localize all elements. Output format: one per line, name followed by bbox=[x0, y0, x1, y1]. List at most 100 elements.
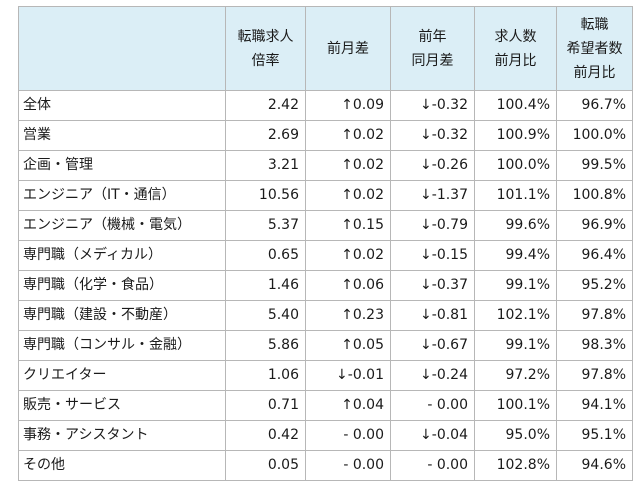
cell-seekers-mom: 100.0% bbox=[556, 120, 633, 151]
table-row: 専門職（建設・不動産） 5.40 ↑0.23 ↓-0.81 102.1% 97.8% bbox=[18, 300, 633, 331]
cell-seekers-mom: 97.8% bbox=[556, 300, 633, 331]
cell-seekers-mom: 97.8% bbox=[556, 360, 633, 391]
cell-ratio: 2.42 bbox=[225, 90, 306, 121]
cell-jobs-mom: 100.9% bbox=[474, 120, 557, 151]
cell-category: エンジニア（機械・電気） bbox=[18, 210, 226, 241]
header-mom-line-1: 前月差 bbox=[327, 40, 369, 57]
cell-ratio: 2.69 bbox=[225, 120, 306, 151]
cell-ratio: 10.56 bbox=[225, 180, 306, 211]
cell-category: 専門職（建設・不動産） bbox=[18, 300, 226, 331]
cell-yoy: ↓-1.37 bbox=[390, 180, 475, 211]
cell-mom: ↑0.02 bbox=[305, 240, 391, 271]
cell-yoy: ↓-0.79 bbox=[390, 210, 475, 241]
cell-category: 全体 bbox=[18, 90, 226, 121]
table-row: 営業 2.69 ↑0.02 ↓-0.32 100.9% 100.0% bbox=[18, 120, 633, 151]
cell-ratio: 0.71 bbox=[225, 390, 306, 421]
cell-ratio: 5.86 bbox=[225, 330, 306, 361]
table-row: エンジニア（IT・通信） 10.56 ↑0.02 ↓-1.37 101.1% 100.8% bbox=[18, 180, 633, 211]
cell-category: 企画・管理 bbox=[18, 150, 226, 181]
cell-mom: ↑0.02 bbox=[305, 180, 391, 211]
cell-ratio: 3.21 bbox=[225, 150, 306, 181]
table-row: その他 0.05- 0.00- 0.00 102.8% 94.6% bbox=[18, 450, 633, 481]
cell-mom: ↑0.05 bbox=[305, 330, 391, 361]
cell-yoy: ↓-0.26 bbox=[390, 150, 475, 181]
table-row: 事務・アシスタント 0.42- 0.00 ↓-0.04 95.0% 95.1% bbox=[18, 420, 633, 451]
cell-seekers-mom: 99.5% bbox=[556, 150, 633, 181]
cell-jobs-mom: 99.4% bbox=[474, 240, 557, 271]
cell-seekers-mom: 94.6% bbox=[556, 450, 633, 481]
header-ratio: 転職求人 倍率 bbox=[225, 6, 306, 91]
header-yoy-line-2: 同月差 bbox=[411, 52, 454, 69]
cell-seekers-mom: 100.8% bbox=[556, 180, 633, 211]
cell-yoy: ↓-0.67 bbox=[390, 330, 475, 361]
cell-mom: - 0.00 bbox=[305, 420, 391, 451]
header-mom: 前月差 bbox=[305, 6, 391, 91]
cell-yoy: ↓-0.32 bbox=[390, 90, 475, 121]
cell-yoy: - 0.00 bbox=[390, 390, 475, 421]
cell-category: クリエイター bbox=[18, 360, 226, 391]
header-jobs-line-2: 前月比 bbox=[494, 52, 537, 69]
cell-jobs-mom: 99.1% bbox=[474, 330, 557, 361]
cell-mom: ↑0.02 bbox=[305, 150, 391, 181]
cell-ratio: 1.46 bbox=[225, 270, 306, 301]
header-yoy-line-1: 前年 bbox=[418, 28, 447, 45]
cell-seekers-mom: 98.3% bbox=[556, 330, 633, 361]
cell-seekers-mom: 96.7% bbox=[556, 90, 633, 121]
cell-seekers-mom: 96.9% bbox=[556, 210, 633, 241]
table-row: エンジニア（機械・電気） 5.37 ↑0.15 ↓-0.79 99.6% 96.9% bbox=[18, 210, 633, 241]
header-jobs-line-1: 求人数 bbox=[494, 28, 537, 45]
header-yoy: 前年 同月差 bbox=[390, 6, 475, 91]
cell-jobs-mom: 100.4% bbox=[474, 90, 557, 121]
header-category bbox=[18, 6, 226, 91]
cell-jobs-mom: 102.1% bbox=[474, 300, 557, 331]
cell-jobs-mom: 102.8% bbox=[474, 450, 557, 481]
table-row: 専門職（化学・食品） 1.46 ↑0.06 ↓-0.37 99.1% 95.2% bbox=[18, 270, 633, 301]
cell-ratio: 0.05 bbox=[225, 450, 306, 481]
cell-jobs-mom: 101.1% bbox=[474, 180, 557, 211]
header-row: 転職求人 倍率 前月差 前年 同月差 求人数 前月比 転職 希望者数 前月比 bbox=[18, 6, 633, 91]
cell-yoy: ↓-0.24 bbox=[390, 360, 475, 391]
job-ratio-table: 転職求人 倍率 前月差 前年 同月差 求人数 前月比 転職 希望者数 前月比 bbox=[18, 6, 633, 481]
cell-category: 専門職（メディカル） bbox=[18, 240, 226, 271]
cell-ratio: 0.42 bbox=[225, 420, 306, 451]
header-seekers-line-2: 希望者数 bbox=[566, 40, 623, 57]
cell-seekers-mom: 95.1% bbox=[556, 420, 633, 451]
header-seekers: 転職 希望者数 前月比 bbox=[556, 6, 633, 91]
cell-mom: ↑0.23 bbox=[305, 300, 391, 331]
cell-jobs-mom: 100.0% bbox=[474, 150, 557, 181]
cell-jobs-mom: 100.1% bbox=[474, 390, 557, 421]
cell-mom: ↑0.06 bbox=[305, 270, 391, 301]
cell-ratio: 5.40 bbox=[225, 300, 306, 331]
cell-category: その他 bbox=[18, 450, 226, 481]
table-row: 販売・サービス 0.71 ↑0.04- 0.00 100.1% 94.1% bbox=[18, 390, 633, 421]
cell-category: 事務・アシスタント bbox=[18, 420, 226, 451]
cell-mom: - 0.00 bbox=[305, 450, 391, 481]
header-ratio-line-1: 転職求人 bbox=[237, 28, 294, 45]
table-header: 転職求人 倍率 前月差 前年 同月差 求人数 前月比 転職 希望者数 前月比 bbox=[18, 6, 633, 91]
table-row: 企画・管理 3.21 ↑0.02 ↓-0.26 100.0% 99.5% bbox=[18, 150, 633, 181]
cell-seekers-mom: 96.4% bbox=[556, 240, 633, 271]
table-body: 全体 2.42 ↑0.09 ↓-0.32 100.4% 96.7% 営業 2.69 ↑0.02 ↓… bbox=[18, 90, 633, 481]
header-jobs: 求人数 前月比 bbox=[474, 6, 557, 91]
cell-mom: ↑0.02 bbox=[305, 120, 391, 151]
cell-category: 営業 bbox=[18, 120, 226, 151]
cell-category: 販売・サービス bbox=[18, 390, 226, 421]
cell-ratio: 5.37 bbox=[225, 210, 306, 241]
cell-yoy: ↓-0.15 bbox=[390, 240, 475, 271]
cell-yoy: - 0.00 bbox=[390, 450, 475, 481]
cell-jobs-mom: 97.2% bbox=[474, 360, 557, 391]
table-row: 全体 2.42 ↑0.09 ↓-0.32 100.4% 96.7% bbox=[18, 90, 633, 121]
cell-category: 専門職（化学・食品） bbox=[18, 270, 226, 301]
cell-yoy: ↓-0.37 bbox=[390, 270, 475, 301]
cell-seekers-mom: 94.1% bbox=[556, 390, 633, 421]
cell-category: エンジニア（IT・通信） bbox=[18, 180, 226, 211]
cell-mom: ↑0.09 bbox=[305, 90, 391, 121]
cell-jobs-mom: 95.0% bbox=[474, 420, 557, 451]
cell-yoy: ↓-0.32 bbox=[390, 120, 475, 151]
cell-mom: ↑0.15 bbox=[305, 210, 391, 241]
table-row: クリエイター 1.06 ↓-0.01 ↓-0.24 97.2% 97.8% bbox=[18, 360, 633, 391]
table-row: 専門職（メディカル） 0.65 ↑0.02 ↓-0.15 99.4% 96.4% bbox=[18, 240, 633, 271]
cell-yoy: ↓-0.81 bbox=[390, 300, 475, 331]
cell-yoy: ↓-0.04 bbox=[390, 420, 475, 451]
job-ratio-table-container: 転職求人 倍率 前月差 前年 同月差 求人数 前月比 転職 希望者数 前月比 bbox=[18, 6, 633, 481]
